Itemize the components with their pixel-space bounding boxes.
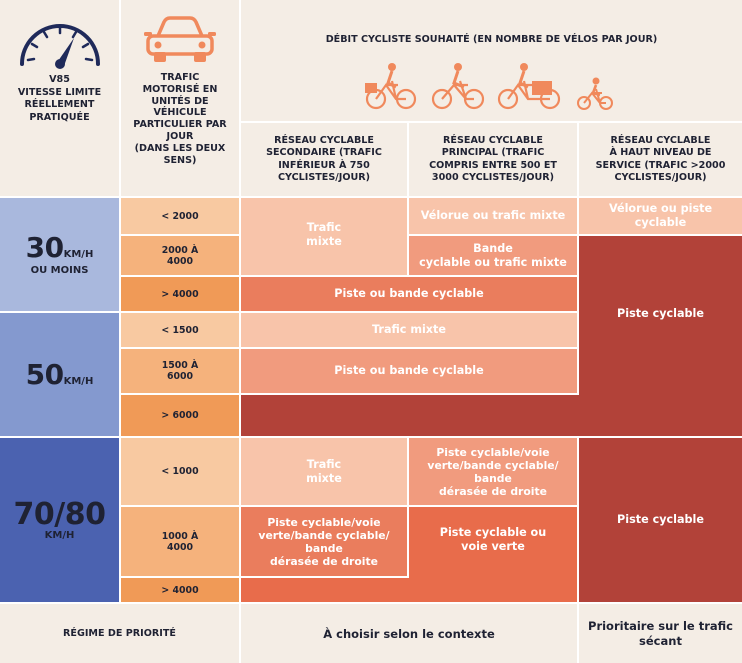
speed-30-value: 30: [25, 231, 64, 264]
s50-mixed-traffic: Trafic mixte: [241, 313, 577, 347]
footer-priority-label: RÉGIME DE PRIORITÉ: [63, 628, 176, 639]
s30-piste-ou-bande: Piste ou bande cyclable: [241, 277, 577, 311]
s50-piste-ou-bande: Piste ou bande cyclable: [241, 349, 577, 393]
traffic-70-high-label: > 4000: [161, 584, 199, 596]
traffic-50-mid-label: 1500 À 6000: [161, 360, 199, 382]
traffic-70-low-label: < 1000: [161, 466, 199, 477]
speed-70-cell: 70/80 KM/H: [0, 438, 119, 602]
traffic-30-high: > 4000: [121, 277, 239, 311]
footer-priority-high-label: Prioritaire sur le trafic sécant: [588, 618, 733, 648]
s30-high-velorue: Vélorue ou piste cyclable: [579, 198, 742, 234]
speed-30-cell: 30KM/H OU MOINS: [0, 198, 119, 311]
s30-secondary-mixed-traffic-label: Trafic mixte: [306, 221, 342, 248]
col-secondary-title: RÉSEAU CYCLABLE SECONDAIRE (TRAFIC INFÉR…: [266, 134, 382, 184]
traffic-30-high-label: > 4000: [161, 288, 199, 300]
speed-50-value: 50: [25, 357, 64, 391]
piste-cyclable-upper-bottom: [241, 395, 742, 436]
cyclist-icons-group: [364, 62, 613, 110]
col-principal-header: RÉSEAU CYCLABLE PRINCIPAL (TRAFIC COMPRI…: [409, 123, 577, 196]
footer-context: À choisir selon le contexte: [241, 604, 577, 663]
traffic-70-mid: 1000 À 4000: [121, 507, 239, 576]
s70-secondary-mixed-traffic-label: Trafic mixte: [306, 457, 342, 485]
speed-70-unit: KM/H: [44, 529, 75, 541]
s30-piste-ou-bande-label: Piste ou bande cyclable: [334, 287, 484, 300]
traffic-70-high: > 4000: [121, 578, 239, 602]
s30-principal-velorue-label: Vélorue ou trafic mixte: [420, 209, 566, 222]
s70-secondary-piste-voie-label: Piste cyclable/voie verte/bande cyclable…: [258, 515, 390, 568]
s50-piste-ou-bande-label: Piste ou bande cyclable: [334, 364, 484, 377]
s70-secondary-mixed-traffic: Trafic mixte: [241, 438, 407, 505]
traffic-30-low: < 2000: [121, 198, 239, 234]
piste-cyclable-lower-label: Piste cyclable: [617, 513, 704, 526]
traffic-50-low-label: < 1500: [161, 324, 199, 336]
traffic-30-mid-label: 2000 À 4000: [161, 244, 199, 267]
v85-title: V85 VITESSE LIMITE RÉELLEMENT PRATIQUÉE: [17, 74, 102, 123]
traffic-30-mid: 2000 À 4000: [121, 236, 239, 275]
traffic-title: TRAFIC MOTORISÉ EN UNITÉS DE VÉHICULE PA…: [133, 72, 227, 166]
car-icon: [144, 16, 216, 62]
traffic-50-high-label: > 6000: [161, 410, 199, 421]
col-principal-title: RÉSEAU CYCLABLE PRINCIPAL (TRAFIC COMPRI…: [429, 134, 557, 184]
speed-50-unit: KM/H: [63, 375, 94, 387]
speed-70-value: 70/80: [13, 496, 106, 532]
s30-principal-velorue: Vélorue ou trafic mixte: [409, 198, 577, 234]
s70-secondary-piste-voie: Piste cyclable/voie verte/bande cyclable…: [241, 507, 407, 576]
piste-cyclable-upper-label-box: Piste cyclable: [579, 300, 742, 328]
traffic-50-low: < 1500: [121, 313, 239, 347]
cargo-bike-icon: [497, 62, 560, 109]
traffic-70-mid-label: 1000 À 4000: [161, 530, 199, 553]
footer-context-label: À choisir selon le contexte: [323, 626, 495, 641]
cyclist-icon: [431, 62, 484, 109]
footer-priority: RÉGIME DE PRIORITÉ: [0, 604, 239, 663]
piste-cyclable-lower: Piste cyclable: [579, 438, 742, 602]
piste-cyclable-upper-label: Piste cyclable: [617, 307, 704, 320]
s70-principal-piste-ou-voie-box: Piste cyclable ou voie verte: [409, 518, 577, 562]
cyclist-flow-header-cell: DÉBIT CYCLISTE SOUHAITÉ (EN NOMBRE DE VÉ…: [241, 0, 742, 121]
speed-50-cell: 50 KM/H: [0, 313, 119, 436]
cyclist-woman-basket-icon: [364, 62, 416, 109]
s70-principal-piste-voie: Piste cyclable/voie verte/bande cyclable…: [409, 438, 577, 505]
col-high-title: RÉSEAU CYCLABLE À HAUT NIVEAU DE SERVICE…: [595, 134, 726, 184]
v85-header-cell: V85 VITESSE LIMITE RÉELLEMENT PRATIQUÉE: [0, 0, 119, 196]
s30-principal-bande: Bande cyclable ou trafic mixte: [409, 236, 577, 275]
traffic-30-low-label: < 2000: [161, 210, 199, 222]
traffic-header-cell: TRAFIC MOTORISÉ EN UNITÉS DE VÉHICULE PA…: [121, 0, 239, 196]
s30-high-velorue-label: Vélorue ou piste cyclable: [608, 202, 713, 229]
s50-mixed-traffic-label: Trafic mixte: [372, 323, 446, 336]
speedometer-icon: [19, 24, 100, 69]
s30-principal-bande-label: Bande cyclable ou trafic mixte: [419, 241, 567, 269]
footer-priority-high: Prioritaire sur le trafic sécant: [579, 604, 742, 663]
speed-30-unit: KM/H: [63, 249, 94, 260]
traffic-50-mid: 1500 À 6000: [121, 349, 239, 393]
cyclist-flow-title: DÉBIT CYCLISTE SOUHAITÉ (EN NOMBRE DE VÉ…: [325, 34, 658, 45]
s70-strong-region-bottom: [241, 578, 577, 602]
col-high-header: RÉSEAU CYCLABLE À HAUT NIVEAU DE SERVICE…: [579, 123, 742, 196]
speed-30-note: OU MOINS: [30, 265, 89, 276]
child-cyclist-icon: [576, 77, 613, 110]
col-secondary-header: RÉSEAU CYCLABLE SECONDAIRE (TRAFIC INFÉR…: [241, 123, 407, 196]
s70-principal-piste-voie-label: Piste cyclable/voie verte/bande cyclable…: [427, 445, 559, 498]
s70-principal-piste-ou-voie-label: Piste cyclable ou voie verte: [439, 526, 547, 553]
s30-secondary-mixed-traffic: Trafic mixte: [241, 198, 407, 275]
traffic-70-low: < 1000: [121, 438, 239, 505]
traffic-50-high: > 6000: [121, 395, 239, 436]
